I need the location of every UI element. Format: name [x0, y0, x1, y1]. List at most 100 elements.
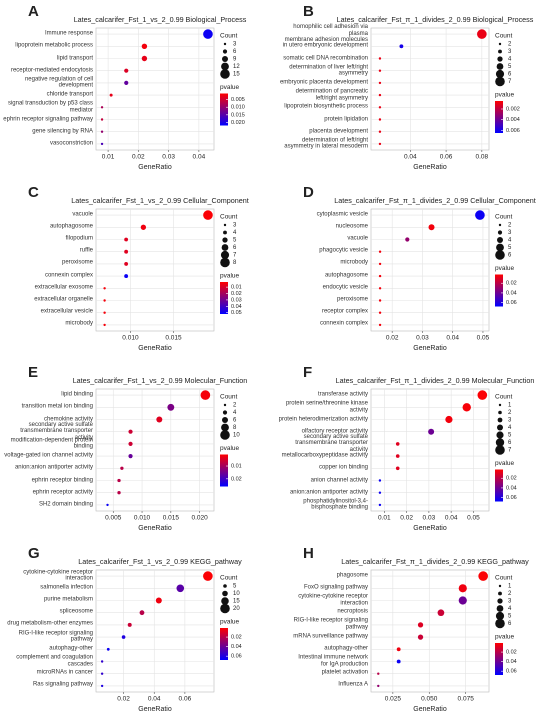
size-legend-mark: [220, 69, 230, 79]
panel-label: C: [28, 183, 39, 200]
x-axis-title: GeneRatio: [138, 344, 172, 351]
panel-label: D: [303, 183, 314, 200]
x-tick-label: 0.010: [122, 334, 139, 341]
dot: [458, 583, 467, 592]
colorbar-label: 0.06: [506, 300, 517, 306]
size-legend-mark: [497, 417, 503, 423]
size-legend-label: 2: [508, 222, 512, 228]
dot: [378, 323, 382, 326]
color-legend-title: pvalue: [495, 92, 515, 99]
x-tick-label: 0.06: [440, 154, 453, 161]
size-legend-mark: [498, 223, 502, 226]
dot: [106, 647, 110, 651]
category-label: transition metal ion binding: [21, 404, 93, 410]
category-label: salmonella infection: [40, 584, 93, 591]
chart-panel: B Lates_calcarifer_Fst_π_1_divides_2_0.99…: [275, 0, 550, 180]
category-label: receptor-mediated endocytosis: [10, 67, 93, 74]
colorbar-label: 0.02: [231, 476, 242, 482]
color-legend-title: pvalue: [495, 265, 515, 272]
color-legend-title: pvalue: [220, 445, 240, 452]
colorbar-label: 0.015: [231, 112, 245, 118]
dot: [103, 311, 106, 314]
dot: [100, 142, 104, 146]
category-label: autophagy-other: [324, 645, 368, 652]
size-legend-label: 2: [508, 42, 512, 48]
size-legend-mark: [495, 438, 505, 447]
dot: [477, 390, 488, 400]
x-tick-label: 0.02: [132, 154, 145, 161]
colorbar-label: 0.06: [506, 495, 517, 501]
chart-title: Lates_calcarifer_Fst_π_1_divides_2_0.99 …: [341, 556, 529, 565]
dot: [378, 93, 382, 97]
size-legend-label: 1: [508, 583, 512, 589]
category-label: determination of liver left/right asymme…: [289, 64, 368, 77]
size-legend-mark: [222, 56, 228, 62]
colorbar-label: 0.04: [231, 303, 242, 309]
size-legend-mark: [498, 42, 502, 46]
dot: [124, 249, 129, 254]
color-legend-title: pvalue: [220, 618, 240, 625]
dot: [462, 403, 471, 412]
colorbar-label: 0.005: [231, 97, 245, 103]
size-legend-label: 2: [508, 591, 512, 597]
category-label: complement and coagulation cascades: [16, 654, 93, 667]
category-label: chemokine activity: [43, 416, 93, 423]
x-axis-title: GeneRatio: [138, 525, 172, 532]
plot-area: [95, 388, 215, 512]
category-label: chloride transport: [46, 91, 93, 98]
category-label: anion:anion antiporter activity: [289, 489, 368, 496]
category-label: homophilic cell adhesion via plasma memb…: [284, 24, 368, 44]
dot: [103, 298, 106, 302]
size-legend-label: 6: [233, 245, 237, 251]
dot: [428, 223, 435, 230]
colorbar-label: 0.04: [506, 485, 517, 491]
category-label: FoxO signaling pathway: [303, 584, 368, 591]
size-legend-mark: [222, 49, 228, 54]
size-legend-mark: [220, 430, 230, 440]
size-legend-label: 10: [233, 591, 240, 597]
colorbar: [495, 101, 503, 133]
size-legend-mark: [498, 584, 502, 587]
colorbar-label: 0.06: [506, 668, 517, 674]
dot: [124, 80, 129, 85]
dot: [395, 454, 400, 458]
x-tick-label: 0.04: [148, 695, 161, 702]
category-label: cytokine-cytokine receptor interaction: [298, 593, 368, 606]
chart-panel: A Lates_calcarifer_Fst_1_vs_2_0.99 Biolog…: [0, 0, 275, 180]
size-legend-mark: [221, 62, 229, 71]
category-label: phagocytic vesicle: [319, 247, 368, 254]
x-tick-label: 0.03: [416, 334, 429, 341]
category-label: necroptosis: [337, 608, 368, 615]
dot: [200, 390, 211, 400]
size-legend-mark: [221, 596, 229, 605]
category-label: placenta development: [309, 128, 368, 135]
category-label: spliceosome: [59, 608, 93, 615]
colorbar-label: 0.01: [231, 463, 242, 469]
size-legend-label: 2: [233, 403, 237, 409]
size-legend-label: 7: [508, 448, 512, 454]
size-legend-title: Count: [220, 213, 238, 220]
x-tick-label: 0.05: [467, 515, 480, 522]
size-legend-label: 20: [233, 606, 240, 612]
dot: [100, 118, 104, 121]
size-legend-label: 15: [233, 598, 240, 604]
category-label: ephrin receptor signaling pathway: [3, 116, 93, 123]
size-legend-label: 4: [233, 410, 237, 416]
x-tick-label: 0.04: [445, 515, 458, 522]
dot: [139, 609, 145, 615]
color-legend-title: pvalue: [495, 633, 515, 640]
dot: [378, 298, 382, 302]
dot: [378, 286, 382, 289]
size-legend-label: 3: [233, 222, 237, 228]
x-tick-label: 0.06: [179, 695, 192, 702]
category-label: secondary active sulfate transmembrane t…: [295, 434, 368, 454]
size-legend-label: 10: [233, 433, 240, 439]
dot: [203, 29, 213, 39]
panel-label: E: [28, 364, 38, 381]
dot: [117, 491, 121, 495]
category-label: Immune response: [44, 30, 93, 37]
plot-area: [95, 27, 215, 151]
size-legend-label: 6: [233, 418, 237, 424]
color-legend-title: pvalue: [220, 272, 240, 279]
size-legend-mark: [498, 403, 502, 407]
